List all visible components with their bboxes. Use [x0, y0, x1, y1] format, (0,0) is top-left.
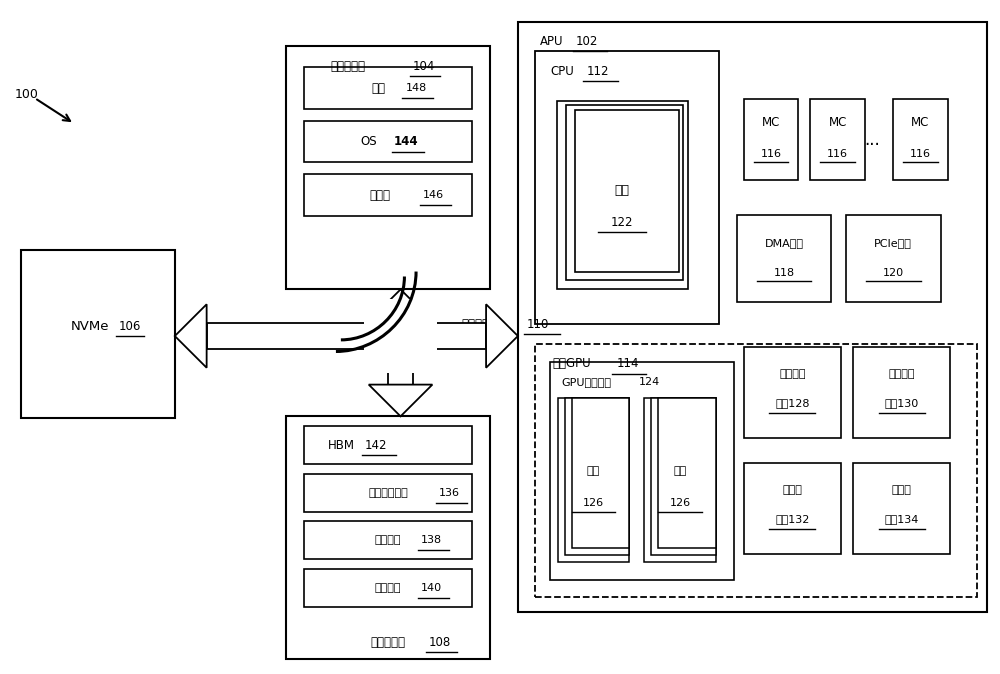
Polygon shape [486, 304, 518, 368]
Text: HBM: HBM [327, 439, 354, 452]
Bar [651, 398, 716, 555]
Text: 显示控: 显示控 [782, 485, 802, 495]
Bar [744, 99, 798, 181]
Text: 118: 118 [773, 268, 794, 278]
Text: ...: ... [864, 131, 880, 149]
Bar [550, 362, 734, 580]
Text: MC: MC [828, 117, 847, 129]
Bar [846, 215, 941, 302]
Text: MC: MC [911, 117, 929, 129]
Text: 驱动器: 驱动器 [370, 189, 391, 202]
Text: CPU: CPU [551, 65, 574, 78]
Text: 116: 116 [910, 148, 931, 158]
Text: 过程执行引擎: 过程执行引擎 [368, 488, 408, 497]
Text: 120: 120 [883, 268, 904, 278]
Text: 核心: 核心 [673, 466, 687, 476]
Bar [644, 398, 716, 562]
Bar [737, 215, 831, 302]
Text: APU: APU [540, 35, 563, 48]
Polygon shape [175, 304, 207, 368]
Text: 根复合体: 根复合体 [461, 317, 489, 331]
Bar [286, 417, 490, 659]
Text: PCIe接口: PCIe接口 [874, 238, 912, 248]
Bar [304, 522, 472, 559]
Bar [572, 398, 629, 548]
Text: 过程加速器: 过程加速器 [371, 636, 406, 649]
Bar [388, 323, 413, 385]
Bar [388, 323, 486, 349]
Bar [557, 101, 688, 289]
Text: 126: 126 [669, 497, 691, 508]
Text: 138: 138 [421, 535, 442, 545]
Text: GPU计算引擎: GPU计算引擎 [562, 377, 612, 387]
Text: 码器130: 码器130 [885, 398, 919, 408]
Bar [853, 463, 950, 554]
Bar [304, 175, 472, 216]
Text: 142: 142 [364, 439, 387, 452]
Bar [21, 250, 175, 419]
Bar [810, 99, 865, 181]
Text: 144: 144 [394, 135, 418, 148]
Text: 110: 110 [527, 317, 549, 331]
Text: 加密引擎: 加密引擎 [375, 583, 401, 593]
Text: 116: 116 [760, 148, 781, 158]
Text: 108: 108 [429, 636, 451, 649]
Bar [658, 398, 716, 548]
Bar [364, 299, 437, 373]
Text: 安全处: 安全处 [892, 485, 912, 495]
Text: 104: 104 [412, 60, 435, 73]
Bar [893, 99, 948, 181]
Bar [304, 67, 472, 109]
Text: 106: 106 [118, 319, 141, 332]
Text: 102: 102 [576, 35, 598, 48]
Text: 码器128: 码器128 [775, 398, 810, 408]
Bar [286, 47, 490, 289]
Bar [744, 463, 841, 554]
Text: 理器134: 理器134 [885, 514, 919, 524]
Polygon shape [369, 385, 432, 417]
Text: 100: 100 [15, 88, 39, 100]
Bar [566, 105, 683, 280]
Bar [518, 22, 987, 612]
Text: 124: 124 [639, 377, 660, 387]
Text: 视频编解: 视频编解 [779, 369, 806, 379]
Text: MC: MC [762, 117, 780, 129]
Text: 应用: 应用 [371, 82, 385, 94]
Text: 122: 122 [611, 216, 634, 229]
Bar [565, 398, 629, 555]
Bar [388, 321, 413, 349]
Bar [535, 344, 977, 597]
Text: 集成GPU: 集成GPU [553, 357, 591, 370]
Text: 136: 136 [439, 488, 460, 497]
Text: 140: 140 [421, 583, 442, 593]
Text: 126: 126 [583, 497, 604, 508]
Text: 112: 112 [587, 65, 609, 78]
Text: 114: 114 [616, 357, 639, 370]
Bar [304, 569, 472, 607]
Bar [558, 398, 629, 562]
Text: 核心: 核心 [587, 466, 600, 476]
Text: 系统存储器: 系统存储器 [330, 60, 365, 73]
Text: 148: 148 [405, 83, 427, 93]
Text: 146: 146 [423, 190, 444, 200]
Bar [304, 121, 472, 162]
Text: 制器132: 制器132 [775, 514, 810, 524]
Bar [575, 110, 679, 272]
Text: NVMe: NVMe [71, 319, 109, 332]
Bar [304, 426, 472, 464]
Text: 音频编解: 音频编解 [889, 369, 915, 379]
Text: 116: 116 [827, 148, 848, 158]
Text: 核心: 核心 [615, 184, 630, 197]
Bar [853, 347, 950, 438]
Polygon shape [369, 289, 432, 321]
Bar [744, 347, 841, 438]
Bar [535, 51, 719, 324]
Text: 压缩引擎: 压缩引擎 [375, 535, 401, 545]
Text: DMA引擎: DMA引擎 [764, 238, 803, 248]
Bar [304, 474, 472, 512]
Text: OS: OS [360, 135, 377, 148]
Bar [207, 323, 413, 349]
